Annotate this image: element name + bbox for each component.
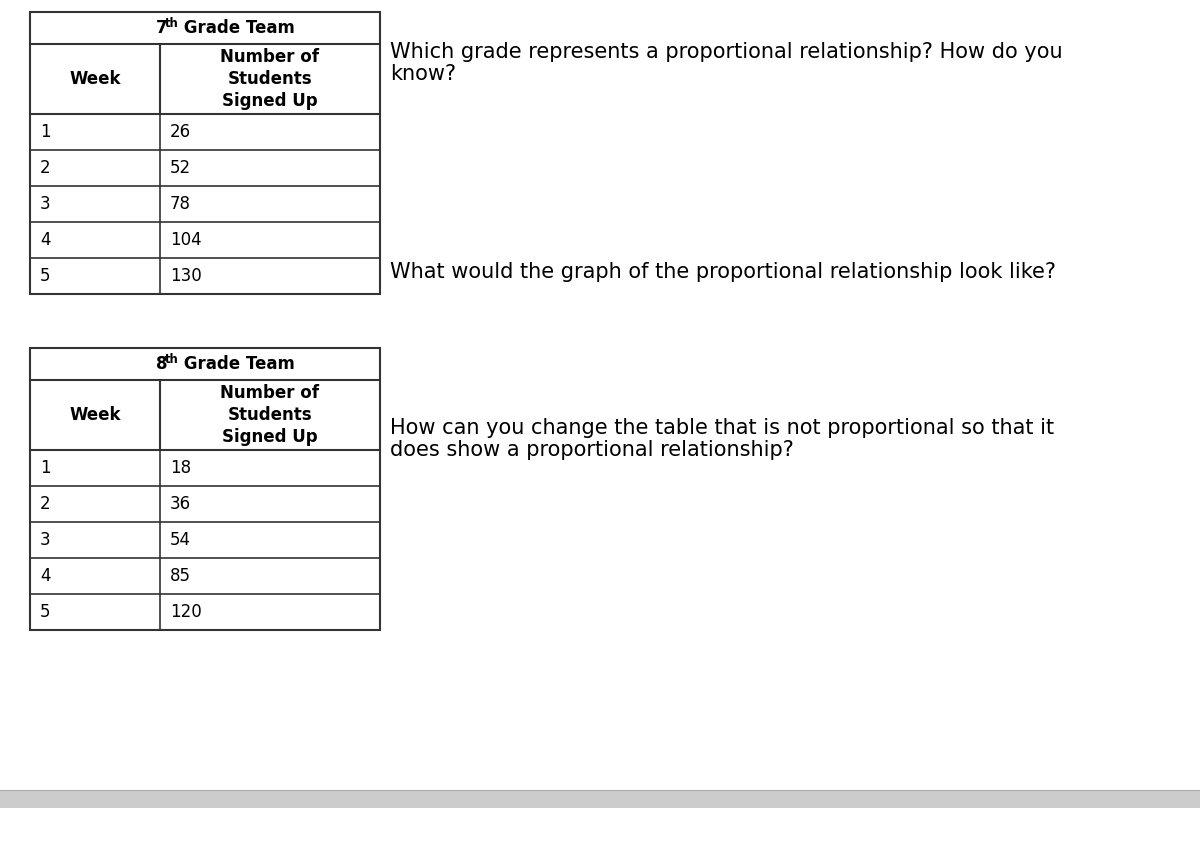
Text: 85: 85: [170, 567, 191, 585]
Text: know?: know?: [390, 64, 456, 84]
Text: 2: 2: [40, 159, 50, 177]
Text: 54: 54: [170, 531, 191, 549]
Text: 5: 5: [40, 267, 50, 285]
Text: 18: 18: [170, 459, 191, 477]
Text: Number of
Students
Signed Up: Number of Students Signed Up: [221, 48, 319, 110]
Bar: [30, 12, 380, 294]
Bar: [0, 790, 1200, 808]
Bar: [30, 348, 380, 630]
Text: 7: 7: [156, 19, 168, 37]
Text: Which grade represents a proportional relationship? How do you: Which grade represents a proportional re…: [390, 42, 1063, 62]
Text: 4: 4: [40, 567, 50, 585]
Text: th: th: [166, 353, 179, 366]
Text: Week: Week: [70, 70, 121, 88]
Text: 104: 104: [170, 231, 202, 249]
Text: 3: 3: [40, 195, 50, 213]
Text: How can you change the table that is not proportional so that it: How can you change the table that is not…: [390, 418, 1054, 438]
Text: Week: Week: [70, 406, 121, 424]
Text: does show a proportional relationship?: does show a proportional relationship?: [390, 440, 794, 460]
Text: Number of
Students
Signed Up: Number of Students Signed Up: [221, 383, 319, 446]
Text: 3: 3: [40, 531, 50, 549]
Text: 1: 1: [40, 123, 50, 141]
Text: 26: 26: [170, 123, 191, 141]
Text: 8: 8: [156, 355, 168, 373]
Text: What would the graph of the proportional relationship look like?: What would the graph of the proportional…: [390, 262, 1056, 282]
Text: 120: 120: [170, 603, 202, 621]
Text: 130: 130: [170, 267, 202, 285]
Text: 4: 4: [40, 231, 50, 249]
Text: Grade Team: Grade Team: [178, 355, 295, 373]
Text: 52: 52: [170, 159, 191, 177]
Text: Grade Team: Grade Team: [178, 19, 295, 37]
Text: 2: 2: [40, 495, 50, 513]
Text: 1: 1: [40, 459, 50, 477]
Text: 36: 36: [170, 495, 191, 513]
Text: th: th: [166, 16, 179, 29]
Text: 78: 78: [170, 195, 191, 213]
Text: 5: 5: [40, 603, 50, 621]
